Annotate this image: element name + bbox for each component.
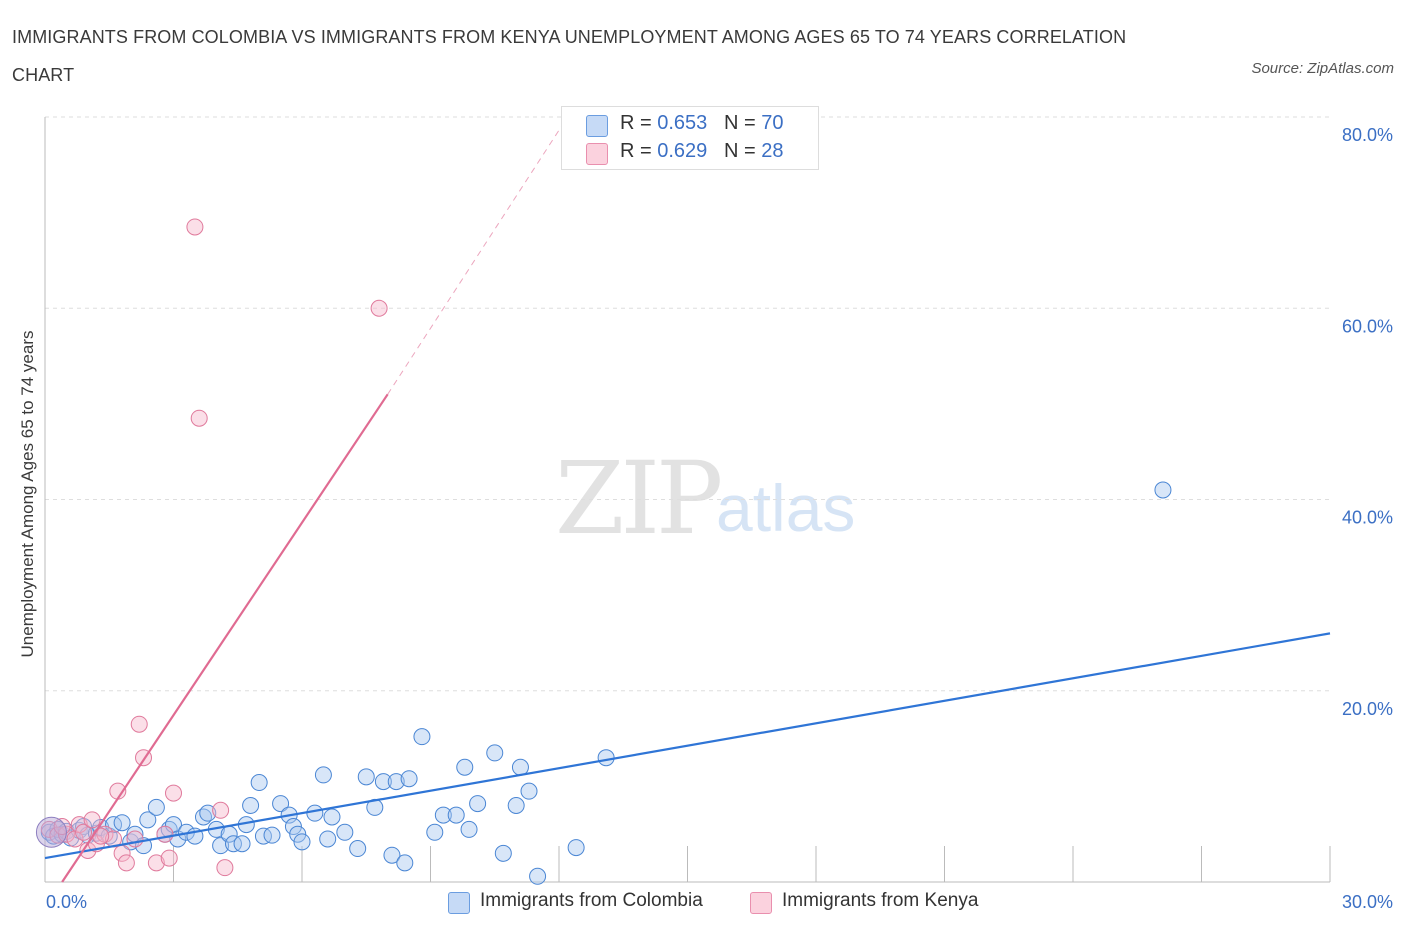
colombia-point (233, 835, 251, 853)
watermark-zip: ZIP (555, 440, 723, 557)
colombia-point (597, 749, 615, 767)
colombia-trend-line (44, 632, 1331, 860)
kenya-trend-extension (387, 116, 568, 395)
colombia-point (314, 766, 332, 784)
kenya-point (212, 801, 230, 819)
colombia-point (374, 773, 392, 791)
kenya-point (83, 811, 101, 829)
colombia-point (293, 833, 311, 851)
kenya-point (216, 859, 234, 877)
colombia-point (212, 837, 230, 855)
colombia-point (199, 804, 217, 822)
colombia-point (319, 830, 337, 848)
kenya-point (75, 823, 93, 841)
colombia-point (306, 804, 324, 822)
colombia-point (520, 782, 538, 800)
colombia-point (507, 797, 525, 814)
colombia-point (147, 798, 165, 816)
source-label: Source: ZipAtlas.com (1251, 60, 1394, 77)
colombia-point (426, 823, 444, 841)
colombia-point (456, 758, 474, 776)
chart-title: IMMIGRANTS FROM COLOMBIA VS IMMIGRANTS F… (12, 27, 1127, 85)
colombia-point (447, 806, 465, 824)
kenya-point (92, 827, 110, 845)
kenya-point (370, 299, 388, 317)
colombia-point (396, 854, 414, 872)
colombia-point (105, 816, 123, 834)
colombia-point (413, 728, 431, 746)
y-tick-label: 60.0% (1342, 316, 1393, 336)
kenya-trend-line (61, 393, 389, 883)
y-tick-label: 20.0% (1342, 699, 1393, 719)
colombia-point (289, 825, 307, 843)
colombia-point (387, 773, 405, 791)
colombia-point (336, 823, 354, 841)
watermark-atlas: atlas (716, 471, 856, 545)
colombia-point (113, 814, 131, 832)
x-tick-label: 30.0% (1342, 892, 1393, 912)
colombia-point (434, 806, 452, 824)
colombia-point (460, 820, 478, 838)
colombia-point (250, 774, 268, 792)
colombia-point (357, 768, 375, 786)
colombia-point (242, 797, 260, 814)
legend-text: R = 0.629 N = 28 (620, 140, 784, 162)
colombia-point (567, 839, 585, 857)
colombia-point (400, 770, 418, 788)
kenya-point (70, 816, 88, 834)
legend-text: R = 0.653 N = 70 (620, 112, 784, 134)
colombia-point (1154, 481, 1172, 499)
x-tick-label: 0.0% (46, 892, 87, 912)
kenya-point (165, 784, 182, 802)
colombia-swatch (448, 892, 470, 914)
kenya-point (160, 849, 178, 867)
colombia-point (529, 867, 547, 885)
correlation-legend: R = 0.653 N = 70 R = 0.629 N = 28 (561, 106, 819, 170)
colombia-point (511, 758, 529, 776)
colombia-point (139, 811, 157, 829)
kenya-point (190, 409, 208, 427)
colombia-point (272, 795, 290, 813)
cluster-point (35, 816, 67, 848)
kenya-point (147, 854, 165, 872)
kenya-point (130, 715, 148, 733)
colombia-point (323, 808, 341, 826)
colombia-swatch (586, 115, 608, 137)
colombia-point (494, 844, 512, 862)
colombia-point (254, 827, 272, 845)
colombia-point (263, 826, 281, 844)
kenya-swatch (586, 143, 608, 165)
kenya-swatch (750, 892, 772, 914)
y-tick-label: 80.0% (1342, 125, 1393, 145)
kenya-point (96, 825, 114, 843)
colombia-point (349, 840, 367, 858)
kenya-point (126, 830, 144, 848)
kenya-point (156, 825, 174, 843)
kenya-point (186, 218, 204, 236)
colombia-point (383, 846, 401, 864)
colombia-point (284, 818, 302, 836)
colombia-point (224, 835, 242, 853)
y-tick-label: 40.0% (1342, 508, 1393, 528)
kenya-point (117, 854, 135, 872)
colombia-point (486, 744, 504, 762)
colombia-point (469, 795, 487, 813)
